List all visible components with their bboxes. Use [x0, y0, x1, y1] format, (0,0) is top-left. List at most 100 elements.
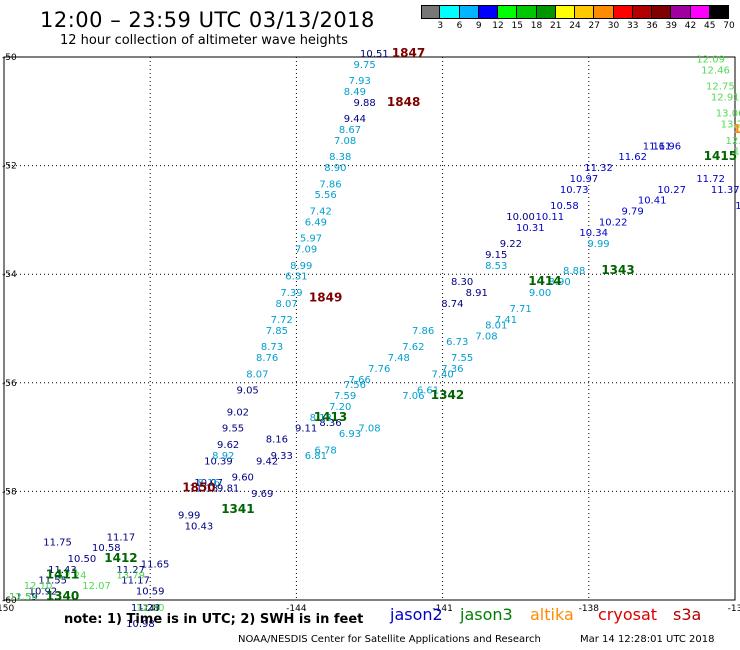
swh-value: 8.90	[324, 163, 346, 174]
swh-value: 10.50	[735, 201, 740, 212]
swh-value: 8.13	[310, 413, 332, 424]
swh-value: 10.58	[92, 543, 121, 554]
page-title: 12:00 – 23:59 UTC 03/13/2018	[40, 8, 375, 32]
pass-time-label: 1412	[104, 551, 137, 565]
scale-tick-label: 70	[723, 21, 735, 31]
swh-value: 8.88	[563, 266, 585, 277]
swh-value: 7.08	[358, 424, 380, 435]
swh-value: 7.42	[310, 206, 332, 217]
swh-value: 6.78	[315, 445, 337, 456]
swh-value: 9.75	[353, 60, 375, 71]
swh-value: 6.93	[339, 429, 361, 440]
swh-value: 9.42	[256, 456, 278, 467]
scale-swatch	[555, 5, 575, 19]
swh-value: 12.30	[136, 603, 165, 614]
pass-time-label: 1341	[221, 502, 254, 516]
scale-swatch	[478, 5, 498, 19]
swh-value: 8.92	[212, 451, 234, 462]
scale-tick-label: 30	[607, 21, 620, 31]
swh-value: 12.75	[706, 82, 735, 93]
legend-jason3: jason3	[460, 605, 513, 624]
legend-s3a: s3a	[673, 605, 702, 624]
scale-swatch	[575, 5, 595, 19]
swh-value: 11.65	[141, 559, 170, 570]
swh-value: 10.39	[204, 456, 233, 467]
swh-value: 13.24	[721, 120, 740, 131]
swh-value: 7.86	[412, 326, 434, 337]
swh-value: 13.79	[116, 570, 145, 581]
scale-swatch	[613, 5, 633, 19]
swh-value: 9.62	[217, 440, 239, 451]
swh-value: 10.34	[579, 228, 608, 239]
pass-time-label: 1848	[387, 95, 420, 109]
swh-value: 7.48	[388, 353, 410, 364]
swh-value: 6.61	[417, 386, 439, 397]
swh-value: 11.32	[584, 163, 613, 174]
swh-value: 7.93	[349, 76, 371, 87]
swh-value: 9.99	[587, 239, 609, 250]
swh-value: 11.17	[107, 532, 136, 543]
y-tick-label: -58	[2, 487, 17, 497]
swh-value: 9.44	[344, 114, 366, 125]
swh-value: 9.15	[485, 250, 507, 261]
legend-cryosat: cryosat	[598, 605, 658, 624]
scale-tick-label: 39	[665, 21, 677, 31]
swh-value: 8.76	[256, 353, 278, 364]
swh-value: 7.72	[271, 315, 293, 326]
swh-value: 9.60	[232, 473, 254, 484]
swh-value: 8.90	[548, 277, 570, 288]
swh-value: 8.53	[485, 261, 507, 272]
swh-value: 12.46	[701, 65, 730, 76]
swh-value: 7.55	[451, 353, 473, 364]
swh-value: 11.28	[131, 603, 160, 614]
swh-value: 11.17	[121, 576, 150, 587]
swh-value: 9.99	[178, 511, 200, 522]
swh-value: 7.06	[402, 391, 424, 402]
page-subtitle: 12 hour collection of altimeter wave hei…	[60, 33, 348, 48]
swh-value: 8.30	[451, 277, 473, 288]
swh-value: 9.55	[222, 424, 244, 435]
swh-value: 10.50	[68, 554, 97, 565]
y-tick-label: -54	[2, 270, 17, 280]
swh-value: 9.88	[353, 98, 375, 109]
swh-value: 7.40	[431, 369, 453, 380]
scale-tick-label: 12	[492, 21, 504, 31]
pass-time-label: 1411	[46, 567, 79, 581]
swh-value: 7.62	[402, 342, 424, 353]
swh-value: 11.72	[696, 174, 725, 185]
swh-value: 6.31	[285, 272, 307, 283]
scale-tick-label: 3	[437, 21, 444, 31]
scale-tick-label: 36	[646, 21, 658, 31]
swh-value: 9.11	[295, 424, 317, 435]
scale-swatch	[652, 5, 672, 19]
pass-time-label: 1849	[309, 290, 342, 304]
swh-value: 12.91	[711, 92, 740, 103]
y-tick-label: -52	[2, 162, 17, 172]
x-tick-label: -144	[286, 604, 307, 614]
swh-value: 8.16	[266, 435, 288, 446]
swh-value: 11.18	[189, 483, 218, 494]
y-tick-label: -60	[2, 596, 17, 606]
swh-value: 7.09	[295, 244, 317, 255]
swh-value: 11.61	[643, 141, 672, 152]
scale-swatch	[498, 5, 518, 19]
swh-value: 6.73	[446, 337, 468, 348]
scale-swatch	[690, 5, 710, 19]
scale-swatch	[459, 5, 479, 19]
timestamp-text: Mar 14 12:28:01 UTC 2018	[580, 634, 715, 645]
x-tick-label: -138	[579, 604, 600, 614]
swh-value: 11.55	[38, 576, 67, 587]
swh-value: 6.49	[305, 217, 327, 228]
pass-time-label: 1413	[314, 410, 347, 424]
swh-value: 7.41	[495, 315, 517, 326]
scale-swatch	[632, 5, 652, 19]
scale-swatch	[594, 5, 614, 19]
swh-value: 8.73	[261, 342, 283, 353]
swh-value: 9.81	[217, 483, 239, 494]
swh-value: 8.67	[339, 125, 361, 136]
scale-tick-label: 24	[569, 21, 581, 31]
swh-value: 8.91	[466, 288, 488, 299]
swh-value: 8.38	[329, 152, 351, 163]
swh-value: 11.43	[48, 565, 77, 576]
